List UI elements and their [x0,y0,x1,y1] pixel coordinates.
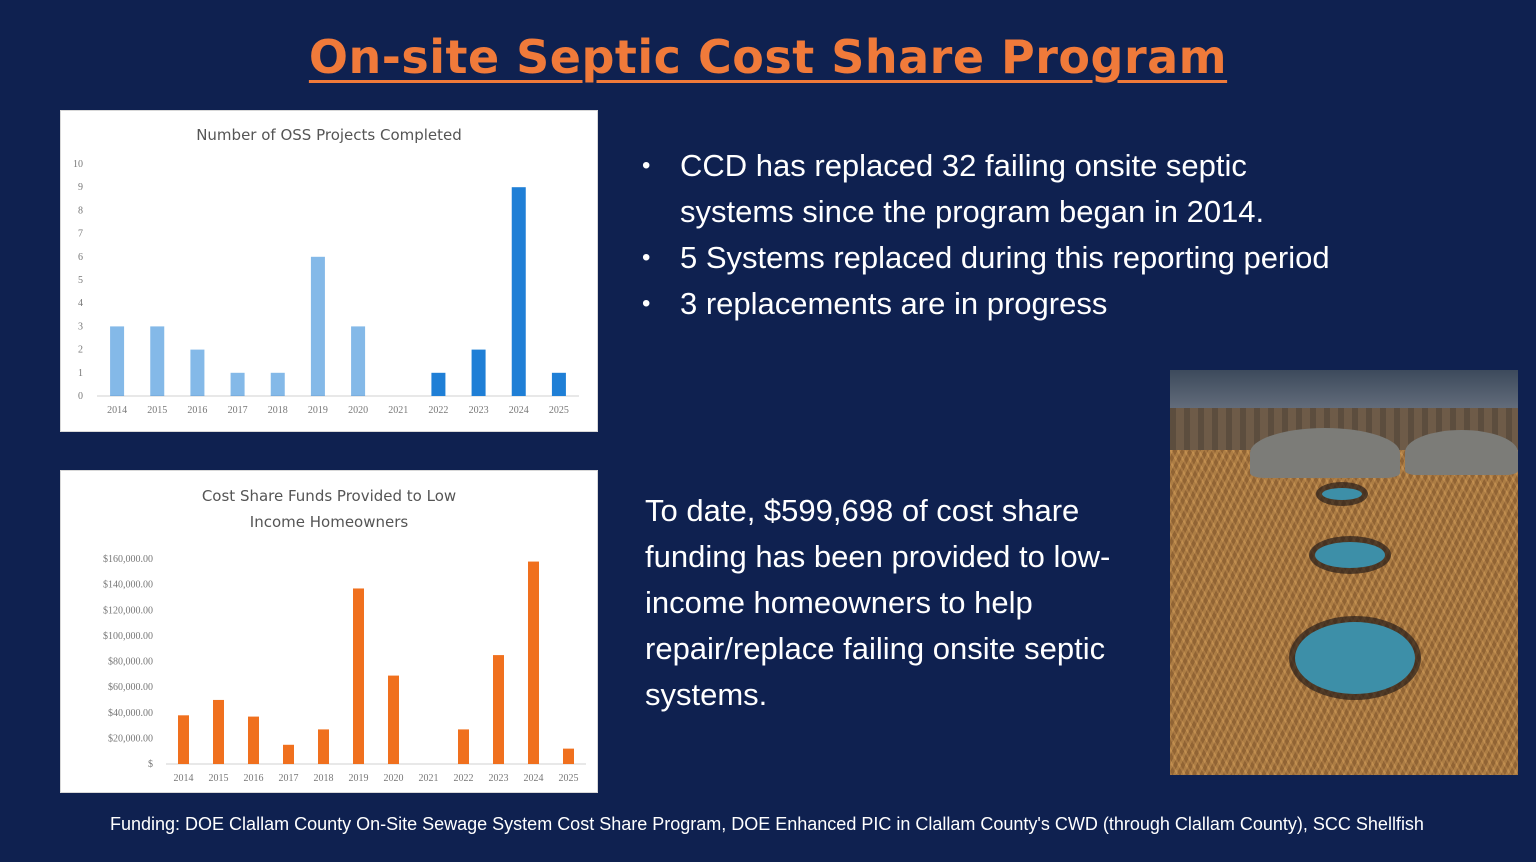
photo-gravel-mound [1405,430,1518,475]
x-tick-label: 2021 [388,405,408,416]
bar-2019 [310,256,325,396]
bar-2019 [353,588,364,764]
x-tick-label: 2021 [419,773,439,784]
x-tick-label: 2015 [147,405,167,416]
bar-2015 [213,699,224,764]
bar-2022 [458,729,469,764]
bar-2017 [283,744,294,764]
projects-bar-chart: Number of OSS Projects Completed 0 1 2 3 4 5 6 7… [73,126,579,416]
y-tick-label: $100,000.00 [103,631,153,642]
bar-2018 [318,729,329,764]
photo-sky [1170,370,1518,415]
funds-bar-chart: Cost Share Funds Provided to Low Income H… [103,487,586,784]
bar-2016 [248,716,259,764]
x-tick-label: 2020 [384,773,404,784]
projects-chart-panel: Number of OSS Projects Completed 0 1 2 3 4 5 6 7… [60,110,598,432]
bar-2020 [388,675,399,764]
bullet-item: 5 Systems replaced during this reporting… [640,235,1340,281]
bar-2014 [178,715,189,764]
x-tick-label: 2015 [209,773,229,784]
y-tick-label: 10 [73,159,83,170]
bar-2015 [150,326,165,396]
bar-2023 [493,655,504,764]
x-tick-label: 2014 [107,405,127,416]
x-tick-label: 2023 [489,773,509,784]
y-tick-label: $140,000.00 [103,580,153,591]
y-tick-label: $80,000.00 [108,657,153,668]
bar-2017 [230,372,245,396]
funds-chart-panel: Cost Share Funds Provided to Low Income H… [60,470,598,793]
y-tick-label: 5 [78,275,83,286]
y-tick-label: $160,000.00 [103,554,153,565]
x-tick-label: 2022 [428,405,448,416]
x-tick-label: 2025 [549,405,569,416]
photo-gravel-mound [1250,428,1400,478]
y-tick-label: 0 [78,391,83,402]
chart-title-line: Cost Share Funds Provided to Low [202,487,456,505]
bar-2020 [351,326,366,396]
y-tick-label: 6 [78,252,83,263]
x-tick-label: 2025 [559,773,579,784]
bar-2022 [431,372,446,396]
y-tick-label: 4 [78,298,83,309]
funding-summary: To date, $599,698 of cost share funding … [645,493,1111,712]
y-tick-label: $120,000.00 [103,605,153,616]
bar-2025 [563,748,574,764]
y-tick-label: 1 [78,368,83,379]
bullet-item: 3 replacements are in progress [640,281,1340,327]
septic-lid-medium [1315,542,1385,568]
slide-title: On-site Septic Cost Share Program [308,30,1228,84]
x-tick-label: 2018 [314,773,334,784]
x-tick-label: 2014 [174,773,194,784]
y-tick-label: $60,000.00 [108,682,153,693]
bullet-item: CCD has replaced 32 failing onsite septi… [640,143,1340,235]
y-tick-label: 2 [78,345,83,356]
septic-lid-small [1322,488,1362,500]
y-tick-label: 7 [78,229,83,240]
bar-2024 [511,187,526,396]
x-tick-label: 2017 [228,405,248,416]
chart-title: Number of OSS Projects Completed [196,126,462,144]
chart-title-line: Income Homeowners [250,513,409,531]
bar-2016 [190,349,205,396]
bar-2018 [270,372,285,396]
photo-straw-ground [1170,450,1518,775]
x-tick-label: 2019 [308,405,328,416]
y-tick-label: $20,000.00 [108,733,153,744]
x-tick-label: 2024 [509,405,529,416]
y-tick-label: 8 [78,205,83,216]
septic-lids-photo [1170,370,1518,775]
bar-2024 [528,561,539,764]
septic-lid-large [1295,622,1415,694]
y-tick-label: 9 [78,182,83,193]
x-tick-label: 2016 [187,405,207,416]
x-tick-label: 2016 [244,773,264,784]
funding-footer: Funding: DOE Clallam County On-Site Sewa… [110,814,1424,834]
x-tick-label: 2023 [469,405,489,416]
x-tick-label: 2024 [524,773,544,784]
bar-2014 [110,326,125,396]
y-tick-label: 3 [78,321,83,332]
bar-2023 [471,349,486,396]
x-tick-label: 2022 [454,773,474,784]
bar-2025 [551,372,566,396]
x-tick-label: 2018 [268,405,288,416]
y-tick-label: $40,000.00 [108,708,153,719]
x-tick-label: 2019 [349,773,369,784]
x-tick-label: 2020 [348,405,368,416]
key-points-list: CCD has replaced 32 failing onsite septi… [640,143,1340,327]
x-tick-label: 2017 [279,773,299,784]
y-tick-label: $ [148,759,153,770]
